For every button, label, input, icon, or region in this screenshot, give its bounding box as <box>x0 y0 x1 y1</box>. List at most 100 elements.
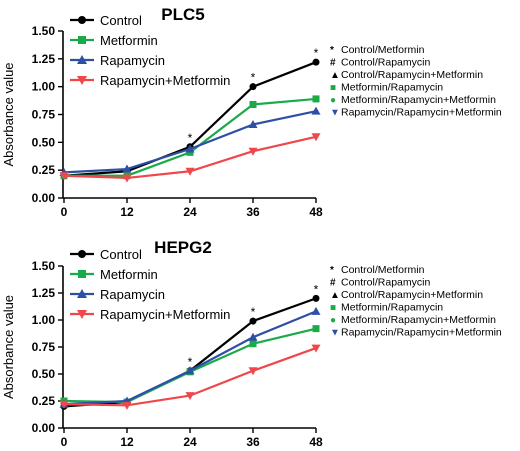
data-point <box>248 367 258 376</box>
significance-mark: * <box>188 355 193 369</box>
y-tick-label: 0.50 <box>32 367 56 381</box>
significance-legend-label: Control/Rapamycin <box>341 277 430 289</box>
legend-marker <box>77 55 87 64</box>
data-point <box>311 306 321 315</box>
data-point <box>311 106 321 115</box>
x-tick-label: 48 <box>309 435 323 449</box>
data-point <box>185 144 195 153</box>
significance-mark: * <box>314 282 319 296</box>
legend-label: Control <box>100 13 142 28</box>
data-point <box>312 58 320 66</box>
significance-legend-symbol: ▲ <box>330 70 340 81</box>
y-axis-label: Absorbance value <box>1 62 16 166</box>
y-tick-label: 1.25 <box>32 52 56 66</box>
y-axis-label: Absorbance value <box>1 295 16 399</box>
significance-legend-symbol: ▲ <box>330 290 340 301</box>
significance-legend-label: Metformin/Rapamycin <box>341 82 443 94</box>
chart-panel-2: HEPG2 Absorbance value 0.00 0.25 0.50 0.75 1.0… <box>1 238 502 449</box>
y-tick-label: 0.75 <box>32 108 56 122</box>
legend-label: Metformin <box>100 267 158 282</box>
legend-marker <box>77 76 87 85</box>
data-point <box>312 325 320 333</box>
legend-label: Metformin <box>100 33 158 48</box>
significance-legend-symbol: * <box>330 45 334 56</box>
legend-marker <box>78 36 86 44</box>
x-tick-label: 24 <box>183 435 197 449</box>
y-tick-label: 0.25 <box>32 394 56 408</box>
legend-marker <box>78 270 86 278</box>
data-point <box>249 83 257 91</box>
legend-marker <box>77 310 87 319</box>
significance-legend-symbol: ● <box>330 315 336 326</box>
chart-panel-1: PLC5 Absorbance value 0.00 0.25 0.50 0.75 1.00… <box>1 5 502 219</box>
significance-legend-label: Control/Metformin <box>341 44 425 56</box>
legend-label: Rapamycin+Metformin <box>100 307 230 322</box>
x-tick-label: 0 <box>61 205 68 219</box>
y-tick-label: 0.00 <box>32 191 56 205</box>
x-tick-label: 24 <box>183 205 197 219</box>
legend-marker <box>78 250 86 258</box>
data-point <box>59 400 69 409</box>
data-point <box>248 332 258 341</box>
x-tick-label: 48 <box>309 205 323 219</box>
data-point <box>248 120 258 129</box>
significance-legend-label: Rapamycin/Rapamycin+Metformin <box>341 107 502 119</box>
chart-title: PLC5 <box>161 5 204 24</box>
significance-legend-label: Control/Metformin <box>341 264 425 276</box>
data-point <box>248 147 258 156</box>
significance-legend-symbol: ■ <box>330 83 336 94</box>
series-rapamycin <box>59 106 321 176</box>
legend-label: Control <box>100 247 142 262</box>
significance-legend-label: Control/Rapamycin+Metformin <box>341 289 483 301</box>
legend-marker <box>78 16 86 24</box>
data-point <box>249 100 257 108</box>
significance-legend-symbol: ▼ <box>330 328 340 339</box>
y-tick-label: 0.00 <box>32 421 56 435</box>
y-tick-label: 0.25 <box>32 163 56 177</box>
series-rapamycin-metformin <box>59 344 321 410</box>
y-tick-label: 0.75 <box>32 340 56 354</box>
significance-mark: * <box>251 71 256 85</box>
y-tick-label: 1.25 <box>32 286 56 300</box>
legend-marker <box>77 289 87 298</box>
significance-mark: * <box>314 46 319 60</box>
significance-legend-label: Metformin/Rapamycin+Metformin <box>341 314 496 326</box>
significance-legend-symbol: ▼ <box>330 108 340 119</box>
legend-label: Rapamycin <box>100 53 165 68</box>
y-tick-label: 1.00 <box>32 313 56 327</box>
y-tick-label: 0.50 <box>32 135 56 149</box>
data-point <box>311 133 321 142</box>
chart-title: HEPG2 <box>154 238 212 257</box>
significance-legend-symbol: # <box>330 58 336 69</box>
y-tick-label: 1.50 <box>32 24 56 38</box>
data-point <box>59 172 69 181</box>
data-point <box>185 392 195 401</box>
data-point <box>312 95 320 103</box>
data-point <box>185 366 195 375</box>
x-tick-label: 36 <box>246 435 260 449</box>
significance-legend-label: Control/Rapamycin+Metformin <box>341 69 483 81</box>
significance-mark: * <box>188 131 193 145</box>
significance-legend-label: Metformin/Rapamycin <box>341 302 443 314</box>
data-point <box>122 174 132 183</box>
data-point <box>122 164 132 173</box>
significance-legend-label: Rapamycin/Rapamycin+Metformin <box>341 327 502 339</box>
significance-legend-symbol: ■ <box>330 303 336 314</box>
significance-legend-symbol: # <box>330 278 336 289</box>
data-point <box>249 340 257 348</box>
significance-legend-symbol: * <box>330 265 334 276</box>
data-point <box>249 317 257 325</box>
legend-label: Rapamycin <box>100 287 165 302</box>
x-tick-label: 36 <box>246 205 260 219</box>
x-tick-label: 12 <box>120 435 134 449</box>
x-tick-label: 0 <box>61 435 68 449</box>
significance-legend-symbol: ● <box>330 95 336 106</box>
data-point <box>122 401 132 410</box>
data-point <box>185 167 195 176</box>
significance-legend-label: Control/Rapamycin <box>341 57 430 69</box>
data-point <box>311 344 321 353</box>
significance-mark: * <box>251 305 256 319</box>
significance-legend-label: Metformin/Rapamycin+Metformin <box>341 94 496 106</box>
legend-label: Rapamycin+Metformin <box>100 73 230 88</box>
